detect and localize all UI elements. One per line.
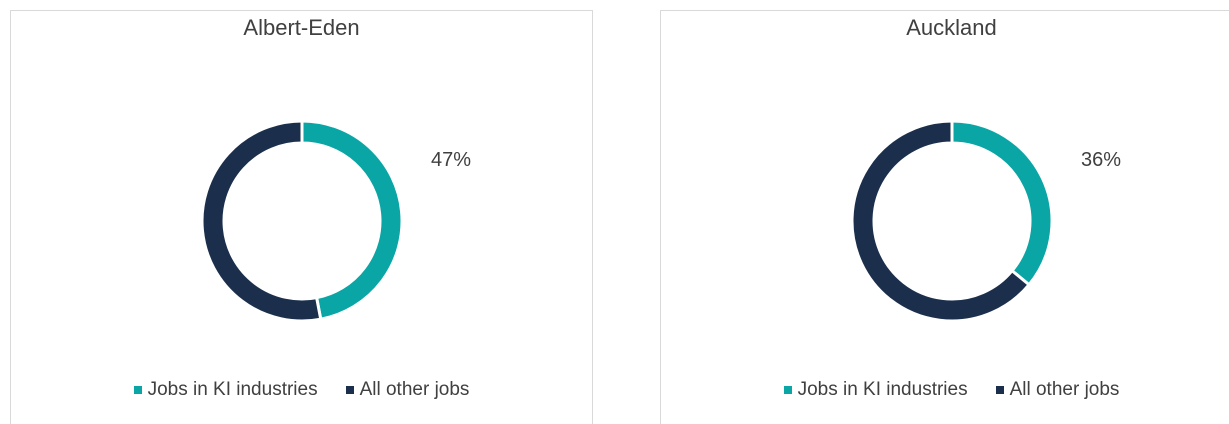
- chart-title: Albert-Eden: [243, 15, 360, 40]
- chart-panel-auckland: Auckland 36% Jobs in KI industries All o…: [660, 10, 1229, 424]
- legend-label-ki: Jobs in KI industries: [147, 379, 318, 400]
- legend-swatch-ki: [133, 386, 142, 394]
- legend-label-ki: Jobs in KI industries: [797, 379, 968, 400]
- data-label: 36%: [1081, 149, 1122, 171]
- legend-swatch-other: [995, 386, 1004, 394]
- slice-ki-jobs: [300, 119, 404, 321]
- legend-swatch-other: [345, 386, 354, 394]
- donut-chart: [200, 119, 404, 323]
- legend-item-other: All other jobs: [345, 379, 470, 401]
- legend: Jobs in KI industries All other jobs: [661, 379, 1229, 401]
- slice-other-jobs: [200, 119, 323, 323]
- legend-item-ki: Jobs in KI industries: [133, 379, 318, 401]
- legend-label-other: All other jobs: [1009, 379, 1120, 400]
- slice-other-jobs: [850, 119, 1032, 323]
- legend-label-other: All other jobs: [359, 379, 470, 400]
- data-label: 47%: [431, 149, 472, 171]
- legend-item-ki: Jobs in KI industries: [783, 379, 968, 401]
- donut-chart: [850, 119, 1054, 323]
- legend-swatch-ki: [783, 386, 792, 394]
- slice-ki-jobs: [950, 119, 1054, 287]
- chart-panel-albert-eden: Albert-Eden 47% Jobs in KI industries Al…: [10, 10, 593, 424]
- legend: Jobs in KI industries All other jobs: [11, 379, 592, 401]
- chart-title: Auckland: [906, 15, 997, 40]
- legend-item-other: All other jobs: [995, 379, 1120, 401]
